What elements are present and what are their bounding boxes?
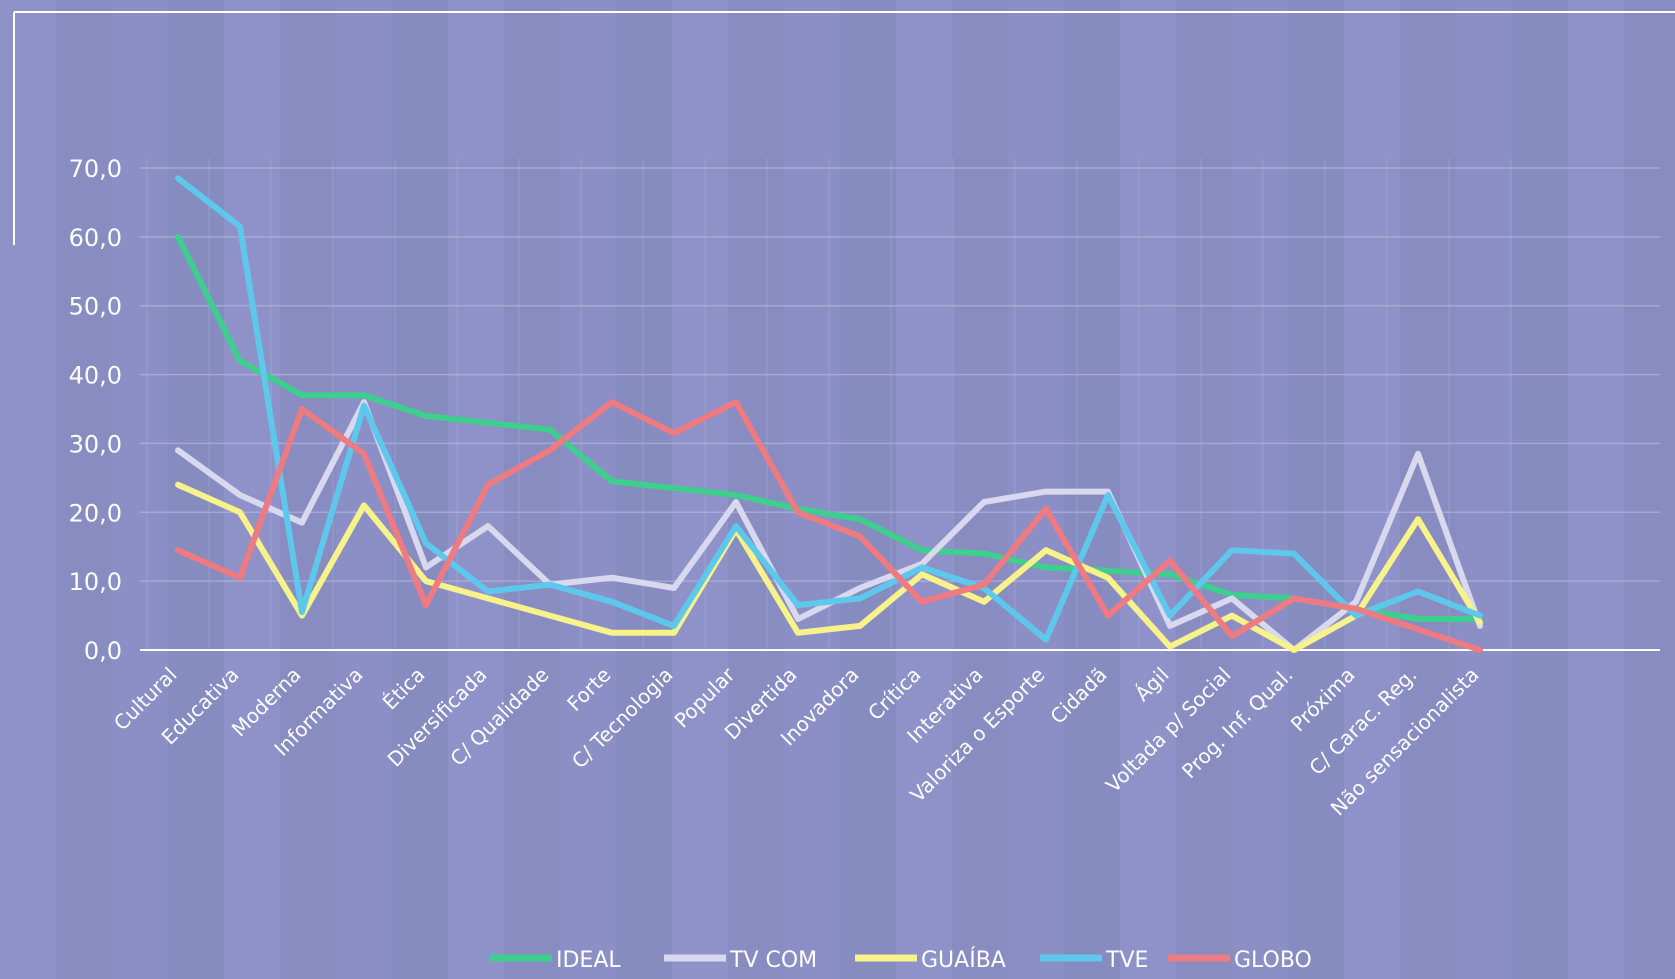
series-line-ideal <box>175 233 1483 622</box>
legend-label: TVE <box>1105 948 1148 973</box>
legend-label: TV COM <box>729 948 817 973</box>
y-tick-label: 40,0 <box>69 362 122 390</box>
y-tick-label: 20,0 <box>69 499 122 527</box>
series-line-tve <box>175 175 1483 643</box>
y-tick-label: 30,0 <box>69 430 122 458</box>
y-tick-label: 60,0 <box>69 224 122 252</box>
series-line-globo <box>175 399 1483 653</box>
y-tick-label: 10,0 <box>69 568 122 596</box>
y-tick-label: 70,0 <box>69 155 122 183</box>
y-tick-label: 0,0 <box>84 637 122 665</box>
y-tick-label: 50,0 <box>69 293 122 321</box>
legend-label: GLOBO <box>1234 948 1312 973</box>
legend-label: IDEAL <box>556 948 621 973</box>
legend-label: GUAÍBA <box>921 947 1006 973</box>
series-line-gua-ba <box>175 481 1483 653</box>
